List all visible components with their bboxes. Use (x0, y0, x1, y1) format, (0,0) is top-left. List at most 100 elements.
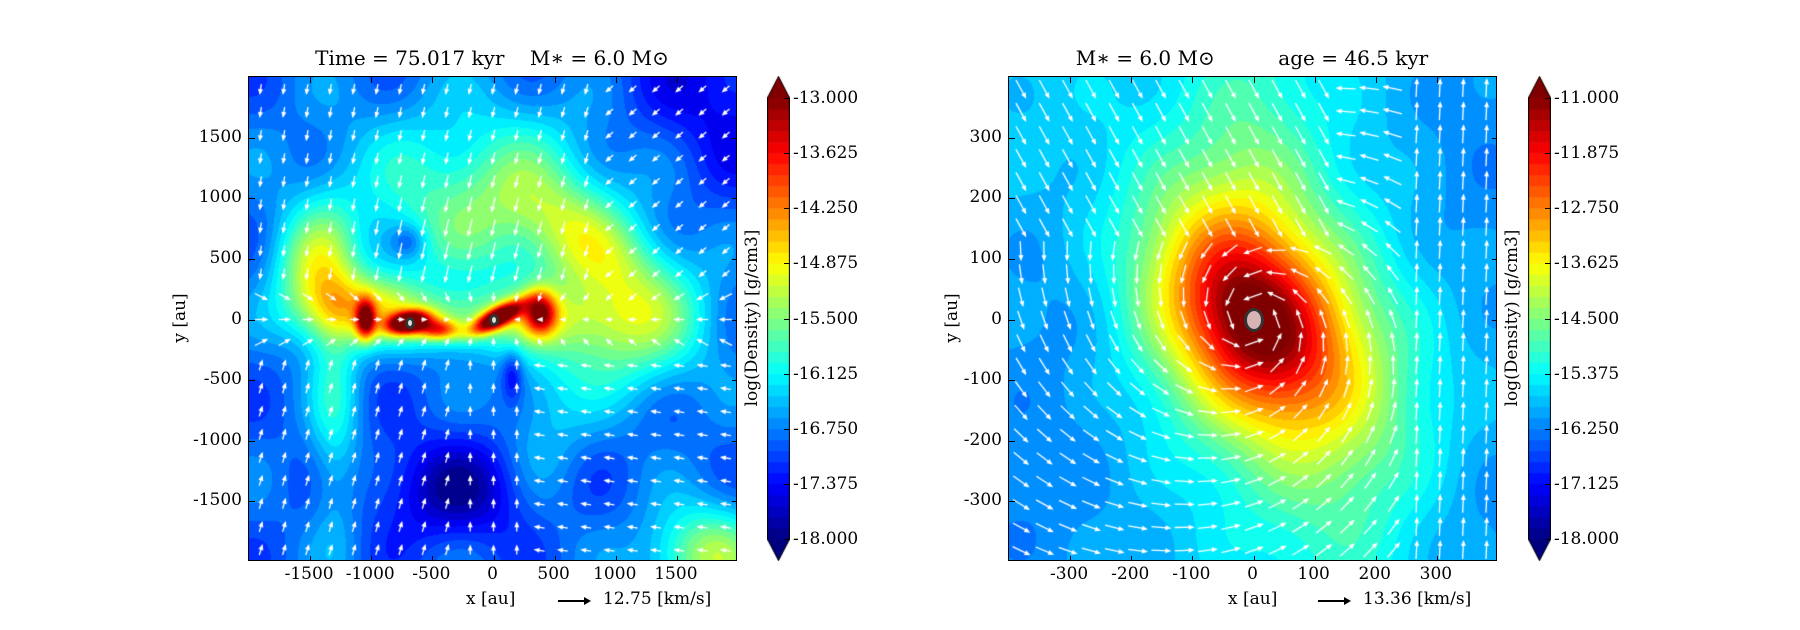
axis-tick-mark (1253, 556, 1255, 560)
y-tick-label: 1500 (198, 126, 242, 147)
colorbar-tick-label: -18.000 (793, 529, 859, 549)
colorbar-tick-label: -14.250 (793, 198, 859, 219)
colorbar-tick-mark (784, 318, 790, 320)
axis-tick-mark (1009, 198, 1015, 200)
y-tick-label: 0 (991, 308, 1002, 329)
x-tick-label: 300 (1419, 564, 1453, 584)
plot1-colorbar-label: log(Density) [g/cm3] (742, 229, 762, 407)
sink-particle-marker (1243, 307, 1264, 332)
colorbar-tick-mark (784, 208, 790, 210)
axis-tick-mark (1436, 77, 1438, 83)
y-tick-label: -100 (963, 369, 1002, 390)
y-tick-label: 100 (969, 247, 1002, 268)
y-tick-label: -1500 (192, 490, 242, 511)
colorbar-tick-mark (1545, 318, 1551, 320)
axis-tick-mark (493, 77, 495, 83)
colorbar-tick-label: -16.250 (1554, 418, 1620, 439)
x-tick-label: 100 (1297, 564, 1330, 584)
axis-tick-mark (732, 501, 736, 503)
axis-tick-mark (1375, 77, 1377, 83)
axis-tick-mark (1070, 556, 1072, 560)
axis-tick-mark (310, 77, 312, 83)
x-tick-label: 200 (1358, 564, 1391, 584)
colorbar-tick-mark (1545, 483, 1551, 485)
colorbar-tick-label: -14.500 (1554, 308, 1620, 329)
axis-tick-mark (1492, 440, 1496, 442)
axis-tick-mark (1492, 501, 1496, 503)
colorbar-tick-mark (1545, 539, 1551, 540)
colorbar-tick-label: -13.625 (1554, 253, 1620, 274)
axis-tick-mark (249, 440, 255, 442)
y-tick-label: 1000 (198, 187, 242, 208)
colorbar-tick-label: -17.125 (1554, 473, 1620, 494)
axis-tick-mark (249, 198, 255, 200)
plot1-density-map (248, 76, 737, 561)
axis-tick-mark (249, 319, 255, 321)
y-tick-label: -200 (963, 429, 1002, 450)
colorbar-tick-label: -16.125 (793, 363, 859, 384)
colorbar-tick-mark (1545, 263, 1551, 265)
plot2-quiver-key-arrow-icon (1318, 597, 1351, 604)
axis-tick-mark (249, 137, 255, 139)
axis-tick-mark (1009, 440, 1015, 442)
colorbar-tick-label: -11.000 (1554, 88, 1620, 108)
axis-tick-mark (1314, 556, 1316, 560)
axis-tick-mark (1131, 77, 1133, 83)
axis-tick-mark (1009, 319, 1015, 321)
plot1-colorbar (767, 76, 790, 561)
axis-tick-mark (1492, 258, 1496, 260)
axis-tick-mark (1492, 380, 1496, 382)
y-tick-label: 200 (969, 187, 1002, 208)
colorbar-tick-label: -15.500 (793, 308, 859, 329)
y-tick-label: 300 (969, 126, 1002, 147)
axis-tick-mark (493, 556, 495, 560)
plot1-ylabel: y [au] (170, 293, 190, 343)
axis-tick-mark (249, 258, 255, 260)
plot2-colorbar (1528, 76, 1551, 561)
x-tick-label: 1000 (593, 564, 637, 584)
colorbar-tick-label: -12.750 (1554, 198, 1620, 219)
colorbar-tick-mark (784, 539, 790, 540)
axis-tick-mark (732, 440, 736, 442)
plot1-quiver-key-label: 12.75 [km/s] (603, 589, 712, 609)
colorbar-tick-mark (784, 483, 790, 485)
axis-tick-mark (1314, 77, 1316, 83)
axis-tick-mark (371, 556, 373, 560)
colorbar-tick-mark (1545, 373, 1551, 375)
axis-tick-mark (432, 556, 434, 560)
colorbar-tick-label: -14.875 (793, 253, 859, 274)
x-tick-label: -300 (1050, 564, 1089, 584)
colorbar-tick-label: -13.000 (793, 88, 859, 108)
colorbar-tick-mark (784, 98, 790, 99)
colorbar-tick-label: -13.625 (793, 143, 859, 164)
colorbar-tick-mark (1545, 153, 1551, 155)
axis-tick-mark (1375, 556, 1377, 560)
colorbar-tick-mark (1545, 98, 1551, 99)
y-tick-label: 0 (231, 308, 242, 329)
axis-tick-mark (615, 77, 617, 83)
axis-tick-mark (676, 556, 678, 560)
x-tick-label: -1000 (345, 564, 395, 584)
x-tick-label: -1500 (284, 564, 334, 584)
colorbar-tick-label: -11.875 (1554, 143, 1620, 164)
axis-tick-mark (1192, 556, 1194, 560)
axis-tick-mark (732, 137, 736, 139)
x-tick-label: -100 (1172, 564, 1211, 584)
axis-tick-mark (1009, 380, 1015, 382)
axis-tick-mark (676, 77, 678, 83)
x-tick-label: -500 (412, 564, 451, 584)
colorbar-tick-mark (1545, 428, 1551, 430)
axis-tick-mark (615, 556, 617, 560)
sink-particle-marker (405, 317, 416, 330)
axis-tick-mark (249, 501, 255, 503)
axis-tick-mark (1192, 77, 1194, 83)
axis-tick-mark (732, 319, 736, 321)
plot2-quiver-key-label: 13.36 [km/s] (1363, 589, 1472, 609)
x-tick-label: 500 (537, 564, 570, 584)
axis-tick-mark (1009, 501, 1015, 503)
axis-tick-mark (1492, 319, 1496, 321)
axis-tick-mark (1492, 198, 1496, 200)
colorbar-tick-label: -15.375 (1554, 363, 1620, 384)
colorbar-tick-mark (784, 373, 790, 375)
axis-tick-mark (432, 77, 434, 83)
